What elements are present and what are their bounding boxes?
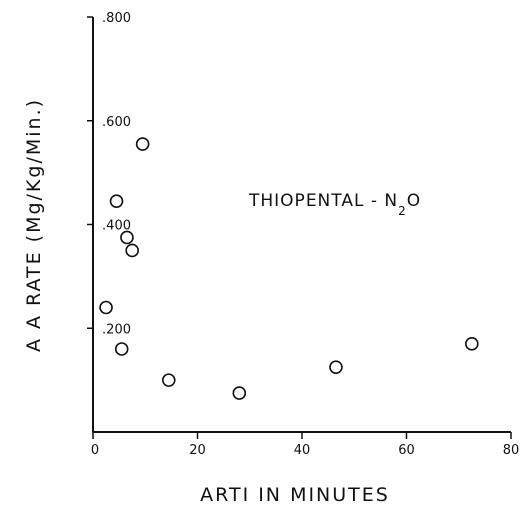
series-annotation: THIOPENTAL - N2O	[248, 191, 421, 218]
x-tick-label: 0	[91, 443, 99, 458]
y-tick-label: .800	[102, 11, 131, 26]
data-point	[99, 300, 113, 315]
data-point	[109, 194, 124, 208]
data-point	[114, 342, 129, 356]
x-tick-label: 20	[189, 443, 206, 458]
y-tick-label: .400	[102, 219, 131, 234]
y-axis-label: A A RATE (Mg/Kg/Min.)	[23, 98, 45, 352]
x-tick-label: 60	[398, 443, 415, 458]
y-tick-label: .600	[102, 115, 131, 130]
x-tick-label: 40	[294, 443, 311, 458]
data-point	[232, 386, 247, 400]
annotation-main: THIOPENTAL - N	[248, 191, 398, 211]
data-point	[135, 137, 150, 151]
annotation-subscript: 2	[398, 204, 407, 218]
x-axis-label: ARTI IN MINUTES	[200, 484, 390, 506]
data-point	[329, 360, 343, 374]
data-point	[125, 243, 139, 258]
data-point	[465, 337, 479, 351]
data-point	[120, 230, 134, 245]
data-point	[161, 373, 176, 387]
annotation-suffix: O	[407, 191, 421, 211]
x-tick-label: 80	[503, 443, 520, 458]
y-tick-label: .200	[102, 322, 131, 337]
axis-ticks: 0 20 40 60 80 .200 .400 .600 .800	[87, 11, 519, 458]
data-points	[99, 137, 479, 400]
